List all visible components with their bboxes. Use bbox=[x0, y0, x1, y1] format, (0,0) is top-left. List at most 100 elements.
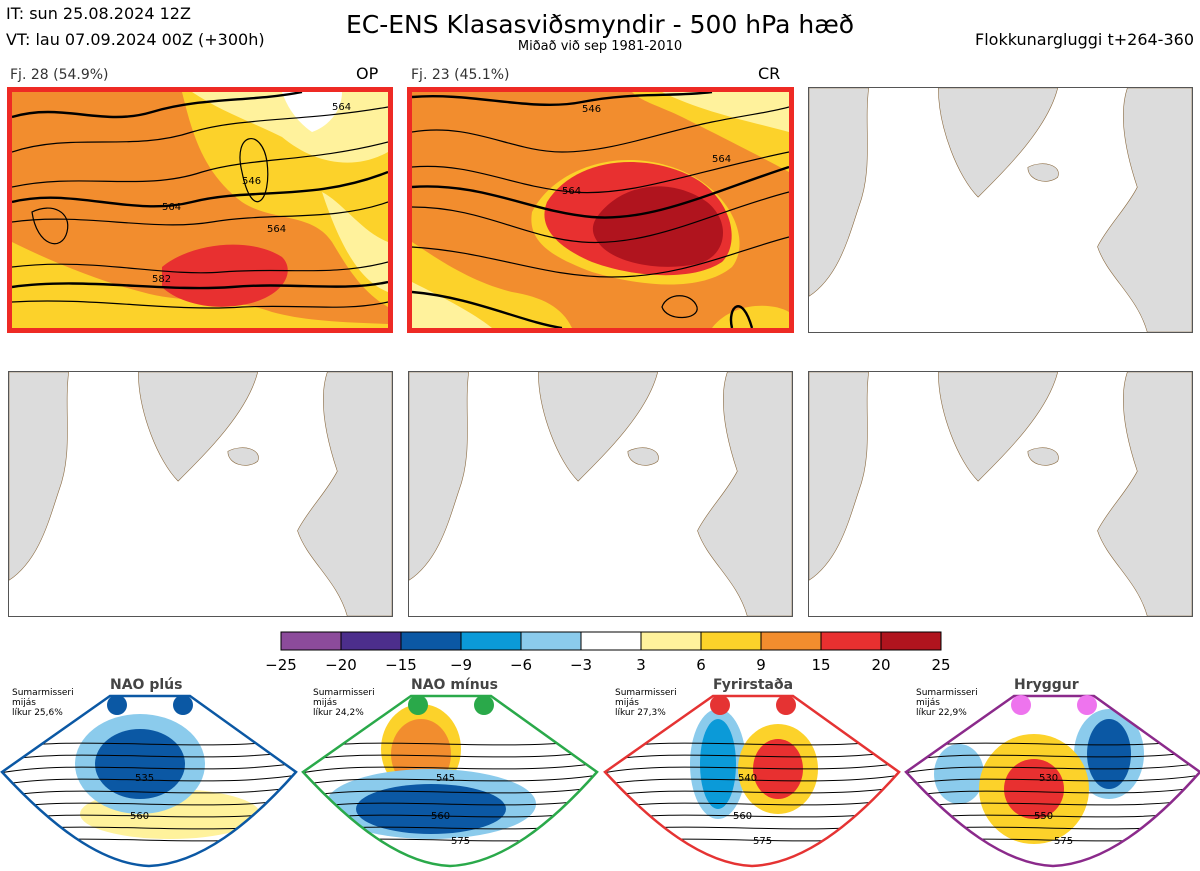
regime-note: Sumarmisseri mijás líkur 25,6% bbox=[12, 688, 74, 718]
regime-title: NAO plús bbox=[110, 677, 183, 693]
colorbar bbox=[280, 631, 942, 651]
colorbar-cell bbox=[640, 631, 702, 651]
anomaly-blob bbox=[95, 729, 185, 799]
basemap bbox=[809, 88, 1192, 332]
colorbar-cell bbox=[700, 631, 762, 651]
valid-time: VT: lau 07.09.2024 00Z (+300h) bbox=[6, 30, 265, 49]
cluster-map-3 bbox=[808, 87, 1193, 333]
colorbar-cell bbox=[580, 631, 642, 651]
height-contour bbox=[906, 750, 1200, 762]
contour-label: 564 bbox=[562, 186, 581, 197]
panel-2-tag: CR bbox=[758, 64, 781, 83]
regime-note-line: mijás bbox=[916, 698, 940, 708]
regime-contour-label: 575 bbox=[451, 836, 470, 847]
regime-contour-label: 575 bbox=[753, 836, 772, 847]
regime-center-dot bbox=[710, 695, 730, 715]
colorbar-cell bbox=[340, 631, 402, 651]
regime-note-line: Sumarmisseri bbox=[615, 688, 677, 698]
regime-note-line: mijás bbox=[615, 698, 639, 708]
height-contour bbox=[2, 762, 296, 774]
colorbar-cell bbox=[400, 631, 462, 651]
anomaly-blob bbox=[1087, 719, 1131, 789]
regime-center-dot bbox=[1011, 695, 1031, 715]
colorbar-cell bbox=[280, 631, 342, 651]
colorbar-tick-label: −20 bbox=[325, 656, 357, 674]
regime-center-dot bbox=[1077, 695, 1097, 715]
regime-contour-label: 560 bbox=[431, 811, 450, 822]
panel-1-label: Fj. 28 (54.9%) bbox=[10, 67, 109, 83]
regime-contour-label: 530 bbox=[1039, 773, 1058, 784]
anomaly-blob bbox=[700, 719, 736, 809]
anomaly-blob bbox=[934, 744, 984, 804]
basemap bbox=[809, 372, 1192, 616]
colorbar-cell bbox=[460, 631, 522, 651]
init-time: IT: sun 25.08.2024 12Z bbox=[6, 4, 191, 23]
height-contour bbox=[2, 774, 296, 786]
regime-center-dot bbox=[408, 695, 428, 715]
regime-contour-label: 575 bbox=[1054, 836, 1073, 847]
contour-label: 564 bbox=[712, 154, 731, 165]
height-contour bbox=[303, 750, 597, 762]
regime-note-line: líkur 27,3% bbox=[615, 708, 666, 718]
height-contour bbox=[906, 774, 1200, 786]
regime-contour-label: 545 bbox=[436, 773, 455, 784]
height-contour bbox=[906, 786, 1200, 798]
colorbar-tick-label: 3 bbox=[636, 656, 646, 674]
regime-note-line: Sumarmisseri bbox=[12, 688, 74, 698]
height-contour bbox=[2, 750, 296, 762]
regime-note-line: Sumarmisseri bbox=[916, 688, 978, 698]
regime-frame bbox=[0, 694, 298, 868]
regime-note-line: líkur 24,2% bbox=[313, 708, 364, 718]
anomaly-blob bbox=[356, 784, 506, 834]
regime-note-line: líkur 22,9% bbox=[916, 708, 967, 718]
height-contour bbox=[303, 786, 597, 798]
cluster-map-6 bbox=[808, 371, 1193, 617]
regime-note-line: mijás bbox=[12, 698, 36, 708]
cluster-map-5 bbox=[408, 371, 793, 617]
cluster-map-1: 564 546 564 582 564 bbox=[7, 87, 393, 333]
page-subtitle: Miðað við sep 1981-2010 bbox=[517, 39, 683, 54]
regime-map: 540 560 575 bbox=[603, 694, 901, 868]
regime-center-dot bbox=[776, 695, 796, 715]
colorbar-tick-label: −25 bbox=[265, 656, 297, 674]
height-contour bbox=[303, 774, 597, 786]
regime-center-dot bbox=[107, 695, 127, 715]
basemap bbox=[409, 372, 792, 616]
regime-frame bbox=[904, 694, 1200, 868]
page-title: EC-ENS Klasasviðsmyndir - 500 hPa hæð bbox=[345, 10, 855, 39]
regime-frame bbox=[603, 694, 901, 868]
colorbar-tick-label: 6 bbox=[696, 656, 706, 674]
colorbar-cell bbox=[820, 631, 882, 651]
colorbar-tick-label: −3 bbox=[569, 656, 593, 674]
regime-note-line: mijás bbox=[313, 698, 337, 708]
colorbar-cell bbox=[880, 631, 942, 651]
regime-map: 545 560 575 bbox=[301, 694, 599, 868]
basemap bbox=[9, 372, 392, 616]
height-contour bbox=[906, 762, 1200, 774]
regime-title: Hryggur bbox=[1014, 677, 1079, 693]
colorbar-tick-label: −15 bbox=[385, 656, 417, 674]
colorbar-cell bbox=[760, 631, 822, 651]
regime-map: 530 550 575 bbox=[904, 694, 1200, 868]
panel-1-tag: OP bbox=[356, 64, 379, 83]
height-contour bbox=[605, 786, 899, 798]
regime-note: Sumarmisseri mijás líkur 27,3% bbox=[615, 688, 677, 718]
colorbar-cell bbox=[520, 631, 582, 651]
regime-title: NAO mínus bbox=[411, 677, 498, 693]
regime-contour-label: 560 bbox=[733, 811, 752, 822]
regime-note: Sumarmisseri mijás líkur 22,9% bbox=[916, 688, 978, 718]
height-contour bbox=[605, 762, 899, 774]
regime-note-line: líkur 25,6% bbox=[12, 708, 63, 718]
height-contour bbox=[2, 786, 296, 798]
colorbar-tick-label: −9 bbox=[449, 656, 473, 674]
colorbar-tick-label: 9 bbox=[756, 656, 766, 674]
contour-label: 546 bbox=[582, 104, 601, 115]
contour-label: 546 bbox=[242, 176, 261, 187]
height-contour bbox=[303, 762, 597, 774]
contour-label: 564 bbox=[267, 224, 286, 235]
regime-center-dot bbox=[173, 695, 193, 715]
regime-map: 535 560 bbox=[0, 694, 298, 868]
contour-label: 564 bbox=[162, 202, 181, 213]
regime-center-dot bbox=[474, 695, 494, 715]
height-contour bbox=[605, 774, 899, 786]
